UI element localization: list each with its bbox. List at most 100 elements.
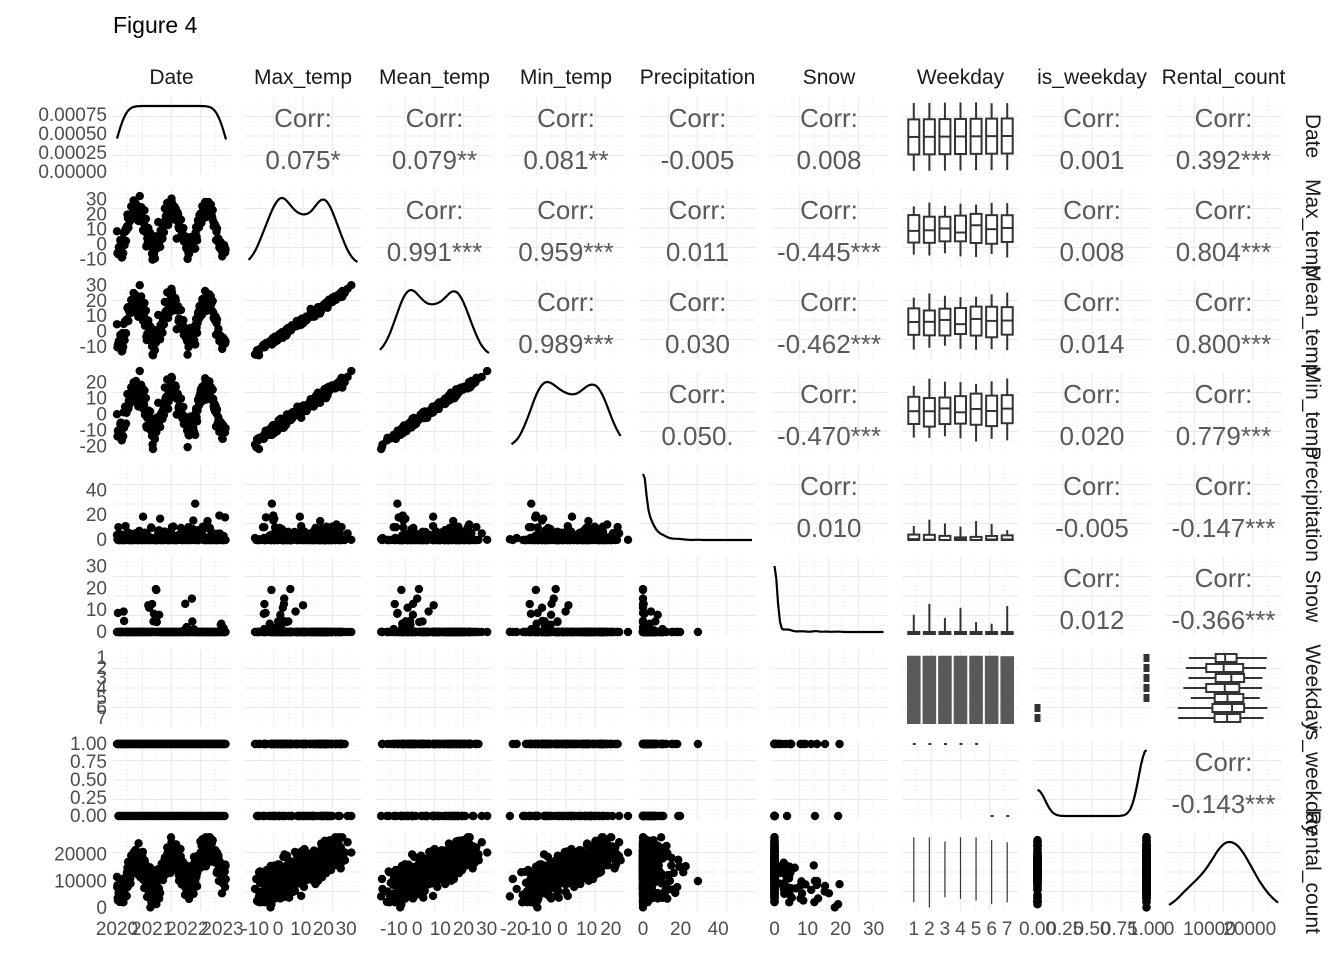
scatter-point	[508, 535, 518, 545]
scatter-point	[466, 531, 475, 540]
scatter-point	[608, 627, 617, 637]
scatter-point	[429, 601, 438, 610]
scatter-point	[208, 205, 217, 215]
scatter-point	[448, 524, 457, 533]
scatter-point	[277, 417, 286, 427]
scatter-point	[150, 254, 160, 263]
scatter-point	[458, 627, 468, 637]
scatter-point	[397, 585, 406, 595]
scatter-point	[393, 609, 402, 618]
scatter-point	[638, 627, 648, 637]
scatter-point	[546, 620, 555, 629]
scatter-point	[279, 594, 289, 603]
scatter-point	[145, 407, 155, 416]
scatter-point	[266, 627, 275, 637]
scatter-point	[159, 410, 169, 420]
scatter-point	[565, 535, 574, 545]
scatter-point	[221, 739, 230, 749]
scatter-point	[118, 432, 128, 441]
scatter-point	[208, 296, 217, 306]
scatter-point	[549, 594, 558, 603]
scatter-point	[187, 594, 197, 603]
grid-layer	[113, 97, 1282, 911]
scatter-point	[530, 513, 540, 522]
scatter-point	[472, 522, 481, 532]
scatter-point	[121, 329, 131, 338]
scatter-point	[120, 335, 129, 345]
scatter-point	[526, 609, 536, 618]
scatter-point	[276, 610, 285, 620]
scatter-point	[121, 236, 131, 246]
scatter-point	[325, 296, 335, 306]
scatter-point	[521, 627, 530, 637]
scatter-point	[397, 423, 407, 433]
scatter-point	[581, 627, 591, 637]
scatter-point	[190, 340, 200, 349]
scatter-point	[192, 328, 202, 338]
scatter-point	[416, 413, 426, 422]
scatter-point	[184, 249, 194, 258]
scatter-point	[259, 609, 268, 618]
scatter-point	[295, 512, 305, 521]
scatter-point	[260, 599, 269, 609]
scatter-point	[693, 627, 703, 637]
scatter-point	[155, 335, 165, 344]
scatter-point	[613, 522, 622, 532]
scatter-point	[397, 535, 407, 545]
scatter-point	[176, 394, 186, 403]
scatter-point	[586, 524, 595, 533]
scatter-point	[212, 315, 222, 324]
scatter-point	[221, 245, 230, 254]
scatter-point	[595, 627, 605, 637]
scatter-point	[431, 627, 440, 637]
scatter-point	[431, 405, 440, 414]
scatter-point	[414, 584, 424, 594]
scatter-point	[155, 514, 165, 523]
scatter-point	[124, 316, 133, 326]
scatter-point	[298, 405, 307, 414]
scatter-point	[221, 337, 230, 346]
scatter-point	[252, 442, 261, 452]
scatter-point	[531, 585, 541, 595]
scatter-point	[298, 627, 307, 637]
scatter-point	[221, 535, 230, 545]
scatter-point	[595, 528, 605, 538]
scatter-point	[179, 402, 188, 412]
scatter-point	[553, 627, 563, 637]
scatter-point	[267, 585, 276, 595]
scatter-point	[334, 292, 343, 301]
scatter-point	[527, 522, 536, 532]
scatter-point	[325, 627, 335, 637]
scatter-point	[260, 522, 269, 532]
scatter-point	[266, 535, 275, 545]
scatter-point	[221, 423, 230, 433]
scatter-point	[418, 617, 427, 626]
scatter-point	[138, 512, 148, 521]
scatter-point	[623, 535, 633, 545]
scatter-point	[394, 513, 403, 522]
scatter-point	[119, 607, 128, 616]
scatter-point	[135, 191, 144, 201]
scatter-point	[377, 442, 387, 452]
scatter-point	[584, 516, 593, 526]
scatter-point	[334, 382, 343, 392]
scatter-point	[377, 535, 387, 545]
scatter-point	[147, 599, 157, 609]
scatter-point	[141, 393, 151, 403]
scatter-point	[638, 585, 648, 595]
scatter-point	[623, 627, 633, 637]
scatter-point	[389, 522, 398, 532]
scatter-point	[154, 610, 164, 620]
scatter-point	[221, 627, 230, 637]
scatter-point	[212, 224, 222, 233]
scatter-point	[140, 206, 149, 215]
scatter-point	[176, 305, 186, 315]
scatter-point	[190, 430, 200, 440]
scatter-point	[638, 594, 648, 603]
scatter-point	[334, 627, 343, 637]
scatter-point	[158, 328, 167, 337]
scatter-point	[118, 342, 128, 352]
scatter-point	[391, 434, 401, 444]
scatter-point	[397, 627, 407, 637]
